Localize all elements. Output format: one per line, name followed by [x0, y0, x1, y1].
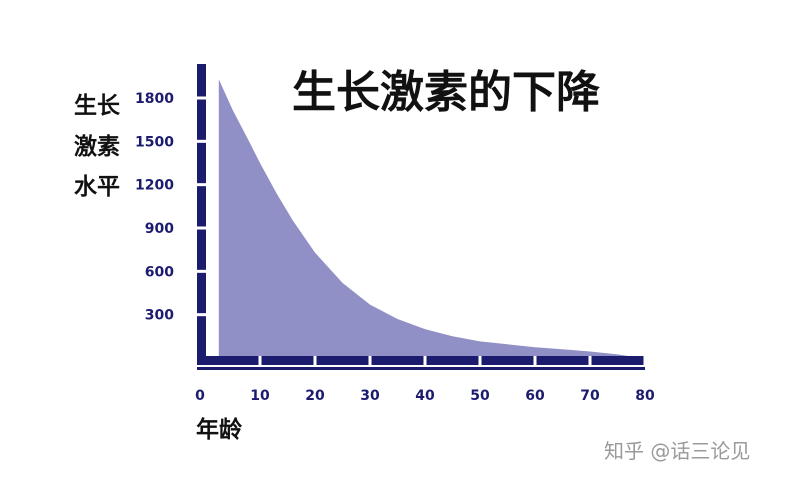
y-tick-labels: 300 600 900 1200 1500 1800 — [135, 91, 174, 324]
x-tick-mark-2 — [313, 356, 317, 365]
y-tick-mark-4 — [197, 139, 206, 143]
y-tick-label-1: 600 — [145, 264, 174, 280]
area-series-0 — [218, 79, 643, 358]
x-axis-line — [197, 356, 645, 365]
y-tick-label-0: 300 — [145, 308, 174, 324]
x-tick-labels: 0 10 20 30 40 50 60 70 80 — [195, 388, 655, 404]
y-axis-label-line-2: 激素 — [74, 133, 120, 160]
x-tick-mark-5 — [478, 356, 482, 365]
y-tick-label-2: 900 — [145, 221, 174, 237]
y-tick-label-4: 1500 — [135, 134, 174, 150]
y-tick-mark-1 — [197, 269, 206, 273]
x-tick-label-8: 80 — [635, 388, 655, 404]
area-layer — [218, 79, 643, 358]
x-tick-label-3: 30 — [360, 388, 380, 404]
x-tick-label-1: 10 — [250, 388, 270, 404]
x-tick-label-2: 20 — [305, 388, 325, 404]
watermark: 知乎 @话三论见 — [604, 439, 750, 463]
x-tick-mark-8 — [643, 356, 647, 365]
chart-title: 生长激素的下降 — [292, 67, 600, 118]
x-tick-label-4: 40 — [415, 388, 435, 404]
y-tick-mark-0 — [197, 313, 206, 317]
x-tick-label-0: 0 — [195, 388, 205, 404]
y-axis-line — [197, 64, 206, 365]
y-axis-label-line-3: 水平 — [74, 174, 120, 200]
x-axis-underline — [197, 367, 645, 370]
x-tick-mark-4 — [423, 356, 427, 365]
y-tick-mark-2 — [197, 226, 206, 230]
y-tick-label-3: 1200 — [135, 178, 174, 194]
y-tick-label-5: 1800 — [135, 91, 174, 107]
x-tick-mark-6 — [533, 356, 537, 365]
x-tick-mark-1 — [258, 356, 262, 365]
axes-layer — [197, 64, 647, 370]
x-tick-label-6: 60 — [525, 388, 545, 404]
y-axis-label-line-1: 生长 — [74, 93, 121, 119]
x-tick-mark-3 — [368, 356, 372, 365]
x-tick-label-5: 50 — [470, 388, 490, 404]
y-tick-mark-3 — [197, 183, 206, 187]
x-tick-mark-7 — [588, 356, 592, 365]
x-axis-label: 年龄 — [196, 416, 243, 443]
x-tick-label-7: 70 — [580, 388, 600, 404]
y-tick-mark-5 — [197, 96, 206, 100]
